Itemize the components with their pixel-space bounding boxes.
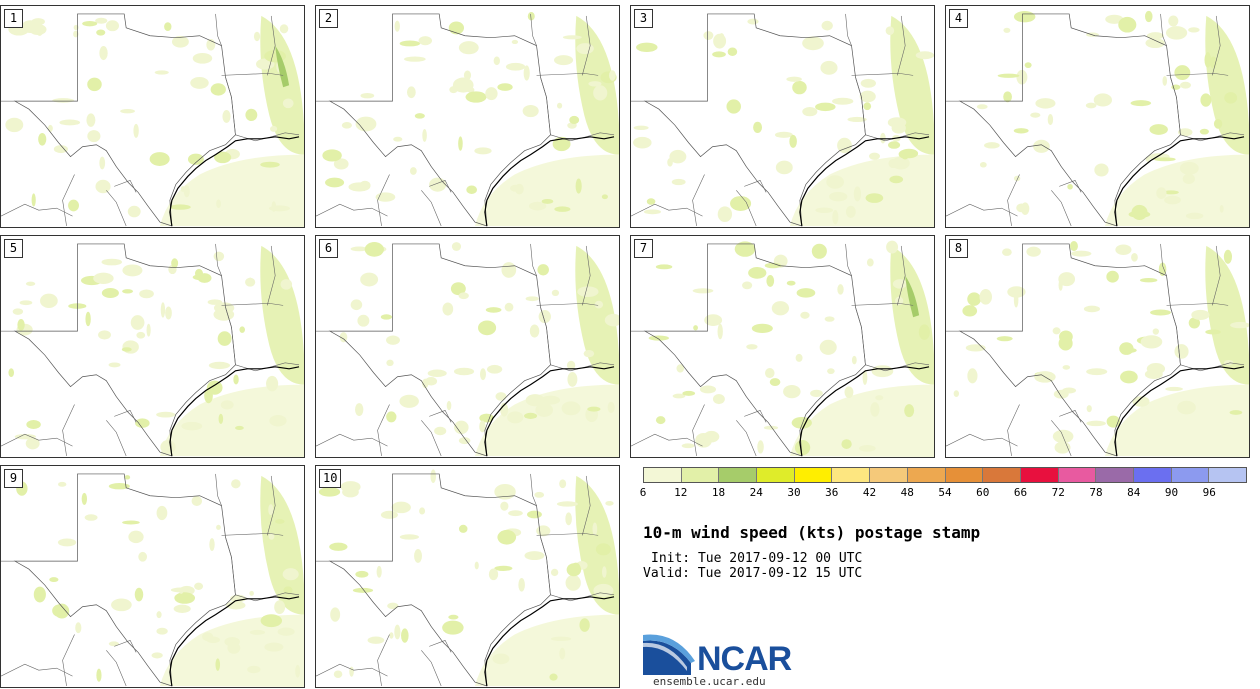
valid-time: Valid: Tue 2017-09-12 15 UTC [643,566,863,581]
colorbar [643,467,1247,483]
stamp-panel-8: 8 [945,235,1250,458]
panel-number: 10 [319,469,342,488]
colorbar-tick-label: 66 [1013,486,1028,499]
colorbar-tick-label: 42 [862,486,877,499]
colorbar-segment [1020,468,1059,482]
map-texas [631,13,934,227]
colorbar-segment [870,468,908,482]
colorbar-segment [1133,468,1172,482]
logo-url: ensemble.ucar.edu [653,675,766,688]
wind-shading [339,242,619,457]
colorbar-segment [983,468,1021,482]
wind-shading [976,10,1249,227]
colorbar-tick-label: 18 [711,486,726,499]
wind-shading [953,241,1249,457]
colorbar-segment [907,468,946,482]
colorbar-tick-label: 72 [1051,486,1065,499]
init-time: Init: Tue 2017-09-12 00 UTC [651,551,863,566]
colorbar-segment [644,468,682,482]
stamp-panel-1: 1 [0,5,305,228]
panel-number: 4 [949,9,968,28]
stamp-panel-3: 3 [630,5,935,228]
map-texas [1,13,304,227]
colorbar-tick-label: 78 [1089,486,1103,499]
wind-shading [5,15,304,227]
map-texas [1,473,304,687]
wind-shading [16,475,304,687]
wind-shading [648,240,934,457]
product-title: 10-m wind speed (kts) postage stamp [643,523,981,542]
colorbar-tick-label: 6 [639,486,647,499]
colorbar-segment [794,468,833,482]
map-texas [1,243,304,457]
colorbar-tick-label: 60 [976,486,990,499]
colorbar-segment [1058,468,1097,482]
wind-shading [8,245,304,457]
panel-number: 2 [319,9,338,28]
colorbar-tick-label: 24 [749,486,763,499]
stamp-panel-7: 7 [630,235,935,458]
panel-number: 6 [319,239,338,258]
colorbar-segment [832,468,871,482]
panel-number: 9 [4,469,23,488]
panel-number: 8 [949,239,968,258]
stamp-panel-4: 4 [945,5,1250,228]
ncar-logo-icon [643,634,695,675]
stamp-panel-10: 10 [315,465,620,688]
colorbar-tick-label: 96 [1202,486,1216,499]
panel-number: 7 [634,239,653,258]
colorbar-tick-label: 30 [787,486,801,499]
map-texas [316,242,619,457]
wind-shading [633,15,934,227]
map-texas [631,240,934,457]
colorbar-segment [1171,468,1210,482]
panel-number: 5 [4,239,23,258]
colorbar-segment [945,468,984,482]
colorbar-segment [719,468,758,482]
colorbar-tick-label: 90 [1164,486,1179,499]
logo-text: NCAR [697,640,792,678]
map-texas [316,11,619,227]
colorbar-segment [681,468,720,482]
panel-number: 1 [4,9,23,28]
colorbar-segment [1209,468,1246,482]
colorbar-tick-label: 36 [825,486,839,499]
wind-shading [318,469,619,687]
map-texas [946,241,1249,457]
stamp-panel-5: 5 [0,235,305,458]
colorbar-segment [757,468,795,482]
map-texas [316,469,619,687]
map-texas [946,10,1249,227]
stamp-panel-2: 2 [315,5,620,228]
stamp-panel-9: 9 [0,465,305,688]
colorbar-tick-label: 12 [674,486,688,499]
colorbar-tick-label: 84 [1127,486,1141,499]
colorbar-tick-label: 48 [900,486,914,499]
panel-number: 3 [634,9,653,28]
wind-shading [322,11,619,227]
colorbar-tick-label: 54 [938,486,952,499]
stamp-panel-6: 6 [315,235,620,458]
colorbar-segment [1096,468,1134,482]
